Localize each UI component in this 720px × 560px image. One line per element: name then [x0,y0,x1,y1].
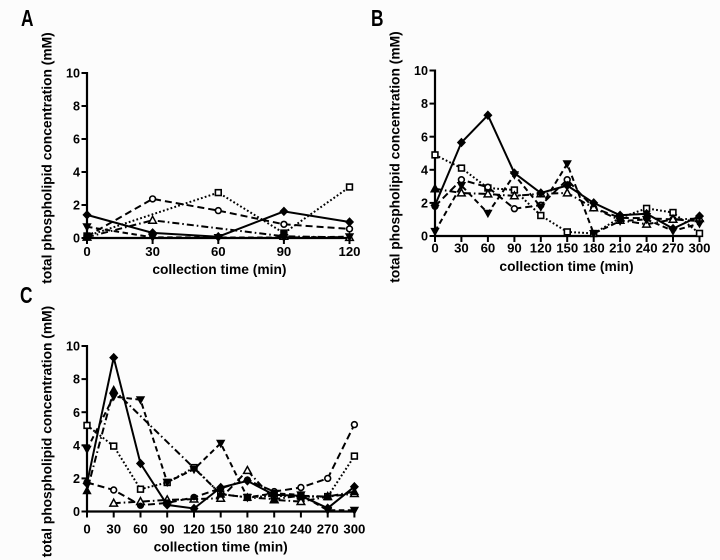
svg-text:180: 180 [583,241,605,256]
svg-text:90: 90 [507,241,522,256]
svg-text:120: 120 [183,522,205,537]
svg-text:4: 4 [421,163,428,177]
svg-text:210: 210 [263,522,285,537]
svg-text:270: 270 [317,522,339,537]
svg-text:30: 30 [145,244,160,259]
svg-text:4: 4 [73,166,80,180]
svg-text:210: 210 [609,241,631,256]
svg-text:90: 90 [160,522,175,537]
svg-text:0: 0 [73,505,80,519]
svg-text:C: C [20,282,33,308]
svg-text:30: 30 [454,241,469,256]
svg-text:2: 2 [73,199,80,213]
svg-text:10: 10 [66,340,80,354]
svg-text:6: 6 [73,406,80,420]
svg-text:90: 90 [277,244,292,259]
svg-text:6: 6 [73,133,80,147]
svg-text:300: 300 [343,522,365,537]
svg-text:240: 240 [290,522,312,537]
svg-text:270: 270 [662,241,684,256]
svg-text:60: 60 [133,522,148,537]
svg-text:6: 6 [421,130,428,144]
svg-text:0: 0 [83,522,90,537]
svg-text:2: 2 [421,197,428,211]
svg-text:collection time (min): collection time (min) [154,540,288,555]
svg-text:30: 30 [106,522,121,537]
svg-text:150: 150 [556,241,578,256]
svg-text:240: 240 [636,241,658,256]
svg-text:10: 10 [66,67,80,81]
svg-text:0: 0 [431,241,438,256]
svg-text:2: 2 [73,472,80,486]
svg-text:0: 0 [83,244,90,259]
svg-text:total phospholipid concentrati: total phospholipid concentration (mM) [388,31,403,282]
svg-text:0: 0 [73,232,80,246]
svg-text:120: 120 [338,244,360,259]
svg-text:120: 120 [530,241,552,256]
svg-text:total phospholipid concentrati: total phospholipid concentration (mM) [40,32,55,283]
svg-text:300: 300 [688,241,710,256]
svg-text:8: 8 [73,373,80,387]
svg-text:total phospholipid concentrati: total phospholipid concentration (mM) [40,306,55,557]
svg-text:10: 10 [414,64,428,78]
svg-text:180: 180 [236,522,258,537]
svg-text:4: 4 [73,439,80,453]
svg-text:collection time (min): collection time (min) [152,262,286,277]
svg-text:60: 60 [211,244,226,259]
svg-text:150: 150 [210,522,232,537]
svg-text:0: 0 [421,230,428,244]
svg-text:8: 8 [73,100,80,114]
svg-text:60: 60 [481,241,496,256]
svg-text:8: 8 [421,97,428,111]
svg-text:collection time (min): collection time (min) [499,259,633,274]
svg-text:A: A [21,5,34,31]
svg-text:B: B [371,5,384,31]
